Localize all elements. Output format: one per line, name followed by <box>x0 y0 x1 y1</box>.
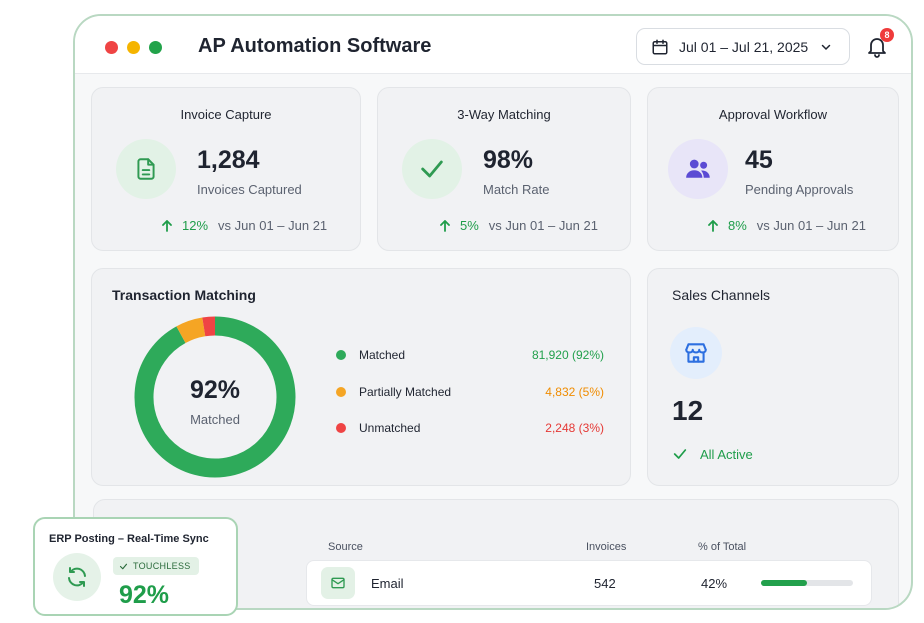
app-window: AP Automation Software Jul 01 – Jul 21, … <box>73 14 913 610</box>
kpi-subtitle: Pending Approvals <box>745 182 854 197</box>
check-icon <box>421 160 443 178</box>
sync-icon-wrap <box>53 553 101 601</box>
legend-value: 81,920 (92%) <box>531 348 604 362</box>
legend-label: Matched <box>359 348 406 362</box>
legend-label: Unmatched <box>359 421 421 435</box>
arrow-up-icon <box>708 219 718 232</box>
sales-channels-status: All Active <box>672 446 753 462</box>
table-row[interactable]: Email 542 42% <box>306 560 872 606</box>
legend-item-partially-matched: Partially Matched 4,832 (5%) <box>336 384 604 400</box>
store-icon-wrap <box>670 327 722 379</box>
transaction-matching-card: Transaction Matching 92% Matched Matched… <box>91 268 631 486</box>
sales-channels-count: 12 <box>672 395 704 426</box>
legend-item-unmatched: Unmatched 2,248 (3%) <box>336 420 604 436</box>
date-range-label: Jul 01 – Jul 21, 2025 <box>679 38 809 55</box>
legend-dot <box>336 387 346 397</box>
kpi-compare: vs Jun 01 – Jun 21 <box>756 218 866 233</box>
badge-label: TOUCHLESS <box>133 561 191 571</box>
maximize-window-button[interactable] <box>149 41 162 54</box>
kpi-icon-wrap <box>402 139 462 199</box>
kpi-value: 45 <box>745 146 773 174</box>
users-icon <box>686 159 710 178</box>
row-percent: 42% <box>701 576 728 591</box>
erp-posting-card: ERP Posting – Real-Time Sync TOUCHLESS 9… <box>33 517 238 616</box>
section-title: Transaction Matching <box>112 287 256 303</box>
legend-label: Partially Matched <box>359 385 452 399</box>
kpi-compare: vs Jun 01 – Jun 21 <box>488 218 598 233</box>
document-icon <box>137 158 155 180</box>
kpi-compare: vs Jun 01 – Jun 21 <box>218 218 328 233</box>
kpi-change: 12% <box>182 218 209 233</box>
column-header-source: Source <box>328 541 363 553</box>
mail-icon-wrap <box>321 567 355 599</box>
kpi-subtitle: Invoices Captured <box>197 182 302 197</box>
kpi-icon-wrap <box>116 139 176 199</box>
row-source: Email <box>371 576 404 591</box>
column-header-invoices: Invoices <box>586 541 627 553</box>
kpi-title: Approval Workflow <box>718 107 828 122</box>
minimize-window-button[interactable] <box>127 41 140 54</box>
kpi-change: 8% <box>728 218 747 233</box>
kpi-change: 5% <box>460 218 479 233</box>
donut-center-label: Matched <box>190 412 240 427</box>
kpi-trend: 8% vs Jun 01 – Jun 21 <box>708 218 866 233</box>
donut-segment-unmatched <box>202 316 216 337</box>
kpi-card-three-way-matching: 3-Way Matching 98% Match Rate 5% vs Jun … <box>377 87 631 251</box>
column-header-percent: % of Total <box>698 541 747 553</box>
row-progress-track <box>761 580 853 586</box>
store-icon <box>685 343 707 363</box>
mail-icon <box>331 577 345 589</box>
check-icon <box>119 563 128 569</box>
legend-item-matched: Matched 81,920 (92%) <box>336 347 604 363</box>
title-bar: AP Automation Software Jul 01 – Jul 21, … <box>75 16 911 74</box>
calendar-icon <box>652 39 668 54</box>
app-title: AP Automation Software <box>198 35 432 57</box>
kpi-subtitle: Match Rate <box>483 182 550 197</box>
sales-channels-card: Sales Channels 12 All Active <box>647 268 899 486</box>
section-title: Sales Channels <box>672 287 771 303</box>
erp-card-value: 92% <box>119 581 170 609</box>
kpi-title: Invoice Capture <box>180 107 272 122</box>
notification-badge: 8 <box>880 28 894 42</box>
close-window-button[interactable] <box>105 41 118 54</box>
arrow-up-icon <box>162 219 172 232</box>
kpi-title: 3-Way Matching <box>457 107 551 122</box>
kpi-value: 98% <box>483 146 534 174</box>
legend-dot <box>336 423 346 433</box>
donut-chart <box>134 316 296 478</box>
arrow-up-icon <box>440 219 450 232</box>
kpi-trend: 5% vs Jun 01 – Jun 21 <box>440 218 598 233</box>
donut-segment-matched <box>134 316 296 478</box>
touchless-badge: TOUCHLESS <box>113 557 199 575</box>
legend-value: 4,832 (5%) <box>545 385 604 399</box>
row-progress-fill <box>761 580 807 586</box>
kpi-card-invoice-capture: Invoice Capture 1,284 Invoices Captured … <box>91 87 361 251</box>
kpi-value: 1,284 <box>197 146 260 174</box>
sync-icon <box>68 567 86 587</box>
bell-icon[interactable] <box>865 34 889 58</box>
check-icon <box>673 449 687 459</box>
legend-dot <box>336 350 346 360</box>
kpi-card-approval-workflow: Approval Workflow 45 Pending Approvals 8… <box>647 87 899 251</box>
row-invoices: 542 <box>594 576 616 591</box>
status-label: All Active <box>700 446 753 462</box>
kpi-icon-wrap <box>668 139 728 199</box>
chevron-down-icon <box>821 44 831 50</box>
legend-value: 2,248 (3%) <box>545 421 604 435</box>
date-range-picker[interactable]: Jul 01 – Jul 21, 2025 <box>636 28 850 65</box>
donut-segment-partially-matched <box>176 317 206 344</box>
kpi-trend: 12% vs Jun 01 – Jun 21 <box>162 218 327 233</box>
erp-card-title: ERP Posting – Real-Time Sync <box>49 533 209 545</box>
donut-center-value: 92% <box>189 376 241 404</box>
